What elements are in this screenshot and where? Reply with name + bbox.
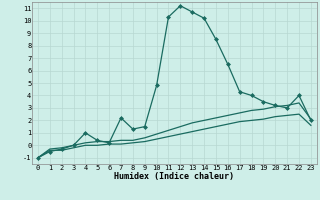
X-axis label: Humidex (Indice chaleur): Humidex (Indice chaleur): [115, 172, 234, 181]
